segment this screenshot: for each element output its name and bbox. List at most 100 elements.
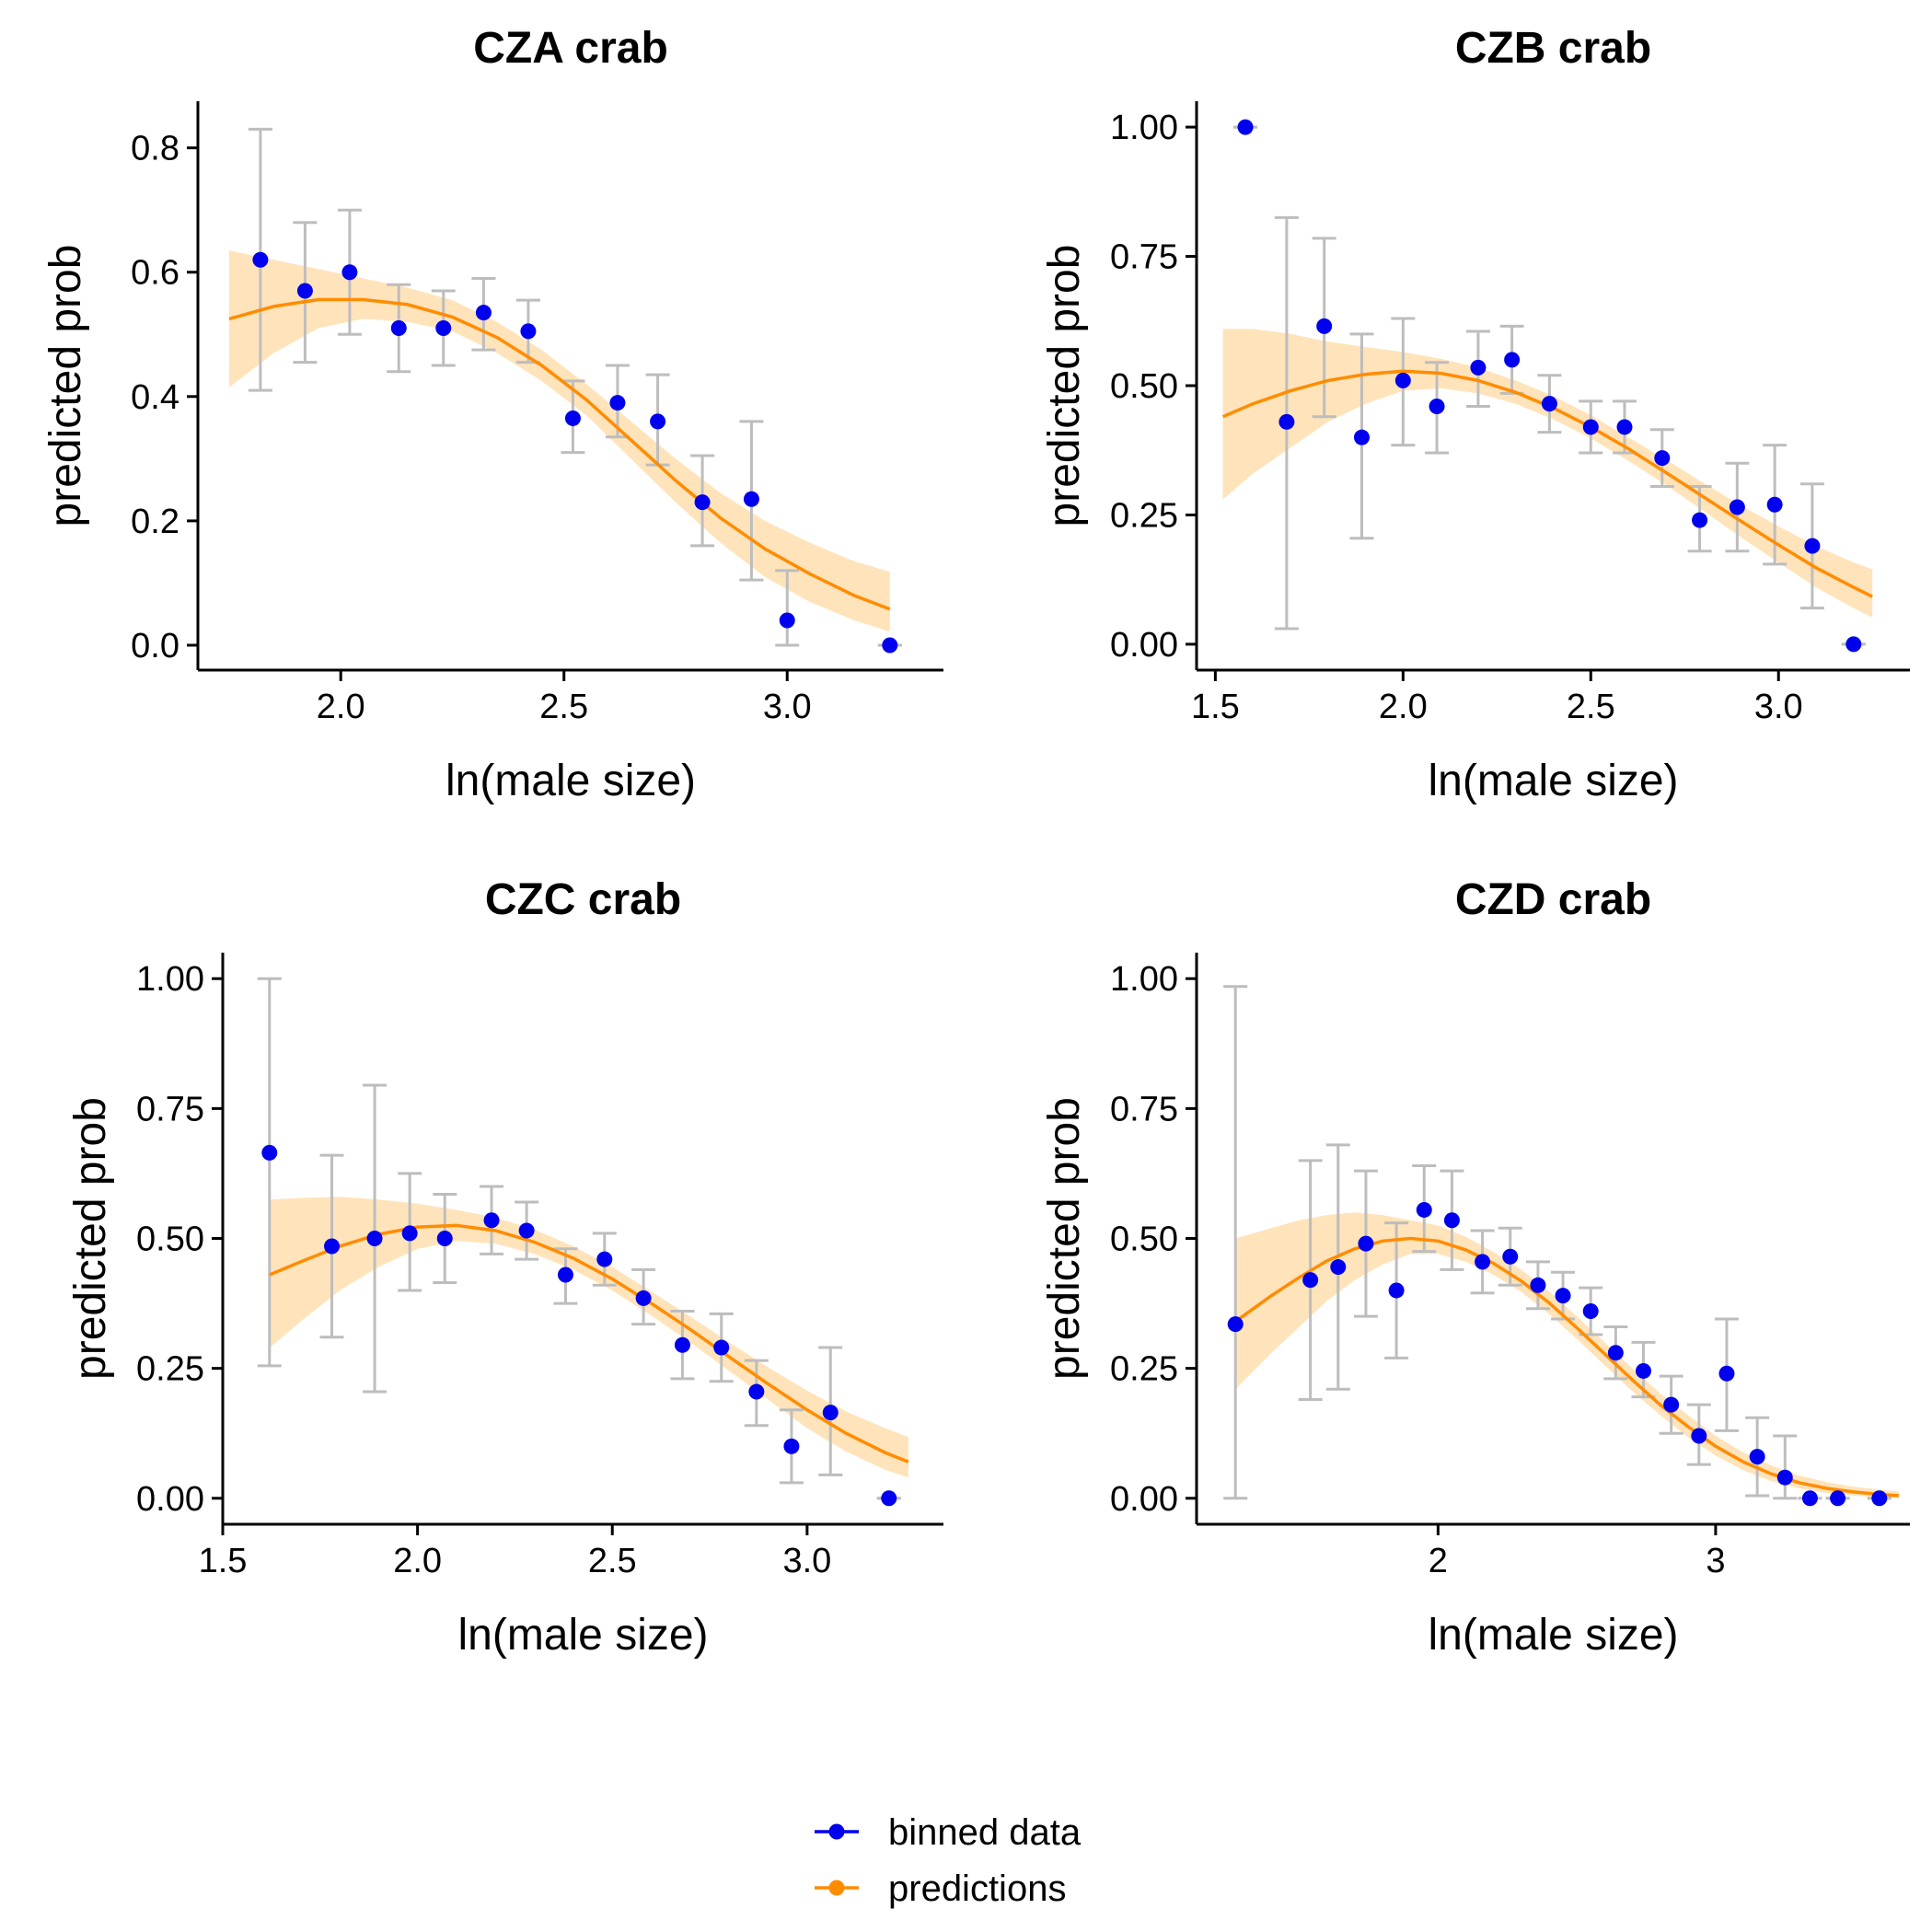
y-tick-label: 0.25: [136, 1350, 204, 1389]
x-axis-title: ln(male size): [1428, 1611, 1678, 1660]
y-tick-label: 0.2: [131, 503, 179, 541]
y-tick-label: 0.00: [1110, 626, 1178, 665]
legend-item: binned data: [815, 1812, 1082, 1853]
y-tick-label: 0.75: [136, 1090, 204, 1128]
binned-point: [1804, 538, 1821, 554]
x-tick-label: 3: [1706, 1542, 1725, 1580]
legend: binned data predictions: [815, 1812, 1082, 1909]
binned-point: [1692, 512, 1708, 528]
binned-point: [1429, 398, 1445, 414]
binned-point: [783, 1438, 800, 1454]
binned-point: [822, 1405, 839, 1421]
binned-point: [1801, 1490, 1818, 1507]
y-tick-label: 0.25: [1110, 1350, 1178, 1389]
binned-point: [1582, 419, 1599, 435]
x-tick-label: 2.0: [393, 1542, 442, 1580]
legend-label: binned data: [888, 1812, 1082, 1853]
binned-point: [366, 1231, 383, 1246]
y-axis-title: predicted prob: [41, 245, 90, 527]
y-tick-label: 0.75: [1110, 1090, 1178, 1128]
error-bar: [1773, 1434, 1798, 1500]
binned-point: [1278, 413, 1295, 430]
panel-title: CZC crab: [485, 875, 681, 924]
binned-point: [1316, 318, 1333, 334]
binned-point: [650, 413, 666, 430]
binned-point: [341, 264, 358, 281]
legend-key-point: [828, 1880, 845, 1896]
x-axis-title: ln(male size): [445, 757, 696, 805]
x-axis-title: ln(male size): [1428, 757, 1678, 805]
panel-3: 0.00 0.25 0.50 0.75 1.00 1.5 2.0 2.5 3.0 CZC crab…: [66, 875, 943, 1660]
prediction-line: [228, 297, 891, 611]
binned-point: [713, 1339, 730, 1356]
binned-point: [252, 251, 269, 268]
x-tick-label: 3.0: [782, 1542, 831, 1580]
binned-point: [1504, 352, 1521, 368]
binned-point: [635, 1290, 652, 1306]
binned-point: [1541, 396, 1557, 412]
panels: 0.0 0.2 0.4 0.6 0.8 2.0 2.5 3.0 CZA crab ln(male …: [41, 24, 1910, 1660]
binned-point: [1502, 1248, 1519, 1265]
y-tick-label: 0.00: [136, 1480, 204, 1519]
binned-point: [881, 1490, 897, 1507]
binned-point: [436, 1231, 453, 1246]
binned-point: [1530, 1277, 1546, 1293]
y-tick-label: 0.4: [131, 378, 179, 417]
x-tick-label: 1.5: [199, 1542, 248, 1580]
binned-point: [1394, 372, 1411, 388]
binned-point: [779, 612, 795, 629]
y-tick-label: 1.00: [1110, 960, 1178, 999]
binned-point: [483, 1212, 500, 1229]
error-bar: [775, 569, 800, 647]
panel-1: 0.0 0.2 0.4 0.6 0.8 2.0 2.5 3.0 CZA crab ln(male …: [41, 24, 943, 805]
binned-point: [564, 410, 581, 426]
binned-point: [1718, 1365, 1735, 1382]
binned-point: [1227, 1316, 1244, 1333]
binned-point: [748, 1383, 765, 1400]
binned-point: [1330, 1259, 1347, 1276]
binned-point: [1475, 1254, 1491, 1270]
binned-point: [1358, 1235, 1374, 1252]
error-bar: [1223, 985, 1248, 1500]
binned-point: [609, 395, 626, 411]
binned-point: [1237, 119, 1254, 135]
binned-point: [1302, 1272, 1319, 1289]
binned-point: [261, 1144, 278, 1161]
binned-point: [1636, 1362, 1652, 1379]
x-tick-label: 3.0: [1754, 688, 1803, 726]
panel-title: CZA crab: [473, 24, 668, 73]
x-tick-label: 1.5: [1191, 688, 1240, 726]
binned-point: [1691, 1428, 1707, 1444]
binned-point: [1555, 1288, 1571, 1304]
x-tick-label: 2.5: [588, 1542, 637, 1580]
binned-point: [296, 283, 313, 299]
binned-point: [1776, 1469, 1793, 1486]
y-tick-label: 0.50: [1110, 1221, 1178, 1259]
y-tick-label: 0.50: [136, 1221, 204, 1259]
binned-point: [1871, 1490, 1888, 1507]
x-tick-label: 2.0: [1379, 688, 1428, 726]
binned-point: [475, 305, 492, 321]
panel-4: 0.00 0.25 0.50 0.75 1.00 2 3 CZD crab ln(male si…: [1040, 875, 1910, 1660]
binned-point: [401, 1225, 418, 1242]
binned-point: [1470, 359, 1487, 376]
legend-label: predictions: [888, 1868, 1066, 1909]
binned-point: [596, 1251, 613, 1267]
x-tick-label: 2.0: [317, 688, 365, 726]
y-tick-label: 1.00: [136, 960, 204, 999]
binned-point: [1654, 450, 1671, 467]
y-axis-title: predicted prob: [1040, 1097, 1089, 1380]
binned-point: [694, 494, 711, 511]
binned-point: [390, 320, 407, 337]
binned-point: [1830, 1490, 1846, 1507]
x-tick-label: 2.5: [1567, 688, 1615, 726]
binned-point: [1663, 1396, 1680, 1413]
binned-point: [1607, 1345, 1624, 1361]
binned-point: [1616, 419, 1633, 435]
binned-point: [557, 1267, 573, 1283]
binned-point: [435, 320, 452, 337]
y-tick-label: 0.75: [1110, 238, 1178, 277]
binned-point: [520, 323, 537, 340]
binned-point: [1388, 1282, 1405, 1299]
